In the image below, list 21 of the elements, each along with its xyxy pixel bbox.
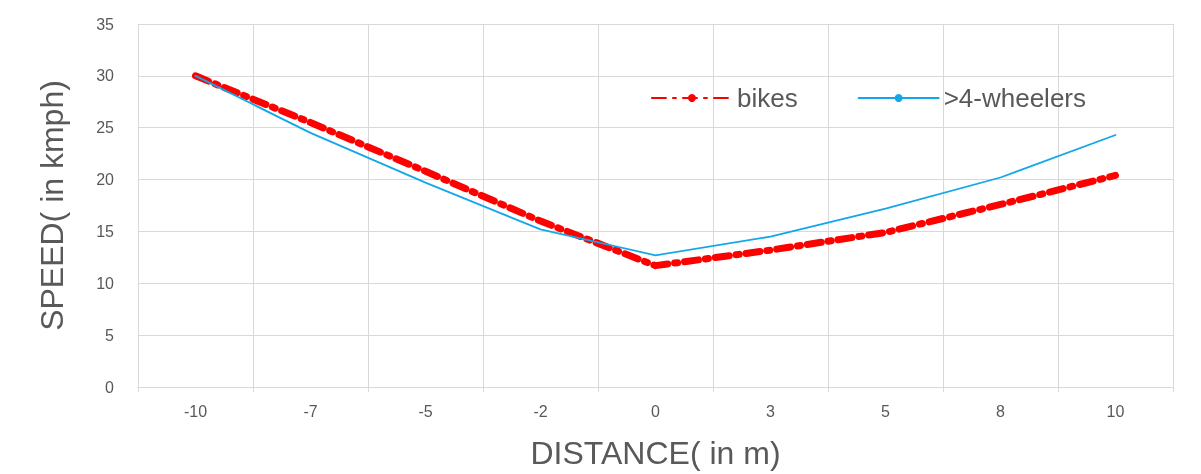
y-tick-label: 15 — [96, 222, 115, 240]
y-tick-label: 25 — [96, 119, 115, 137]
x-tick-label: 8 — [996, 402, 1006, 420]
x-tick-label: -10 — [183, 402, 208, 420]
y-tick-label: 0 — [105, 378, 115, 396]
y-tick-label: 20 — [96, 171, 115, 189]
y-tick-label: 30 — [96, 67, 115, 85]
y-tick-label: 10 — [96, 274, 115, 292]
x-axis-title: DISTANCE( in m) — [530, 435, 781, 471]
x-tick-label: 5 — [881, 402, 891, 420]
x-tick-label: -5 — [418, 402, 433, 420]
x-tick-label: 0 — [651, 402, 661, 420]
y-axis-title: SPEED( in kmph) — [34, 80, 70, 331]
x-tick-label: -2 — [533, 402, 548, 420]
legend-label: bikes — [736, 83, 798, 113]
y-tick-label: 5 — [105, 326, 115, 344]
y-tick-label: 35 — [96, 15, 115, 33]
legend-label: >4-wheelers — [943, 83, 1087, 113]
x-tick-label: 10 — [1106, 402, 1125, 420]
x-tick-label: 3 — [766, 402, 776, 420]
x-tick-label: -7 — [303, 402, 318, 420]
